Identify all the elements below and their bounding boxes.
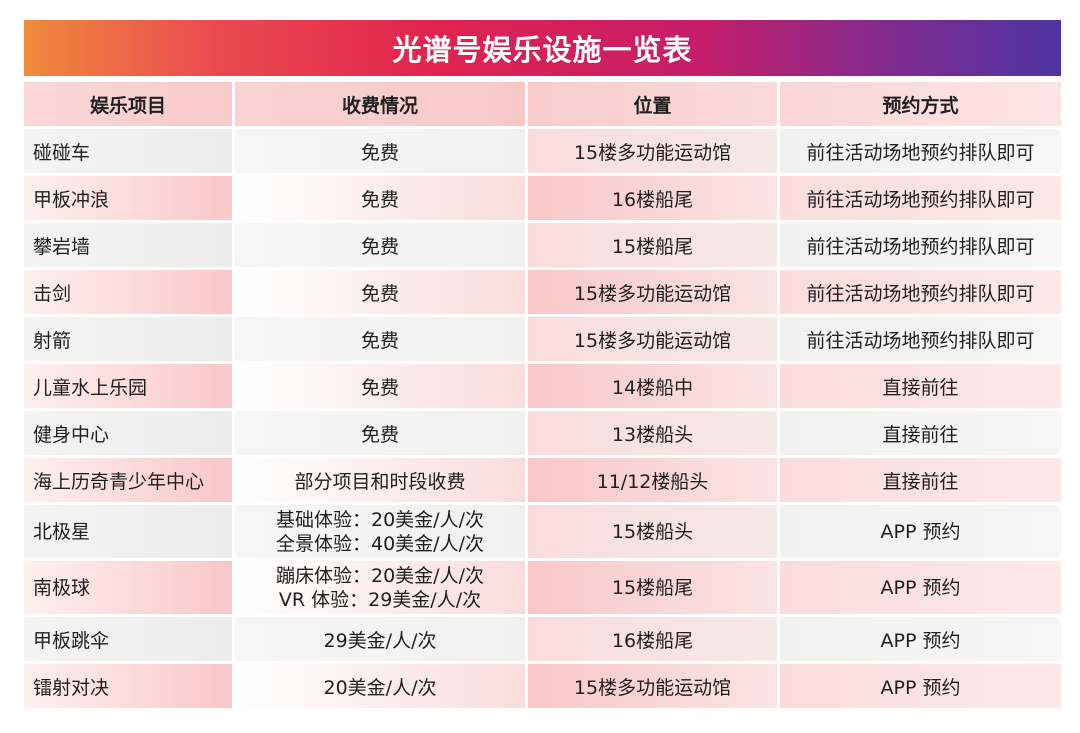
booking-cell: APP 预约	[780, 617, 1061, 661]
table-row: 健身中心 免费 13楼船头 直接前往	[24, 411, 1061, 455]
table-row: 射箭 免费 15楼多功能运动馆 前往活动场地预约排队即可	[24, 317, 1061, 361]
booking-cell: 直接前往	[780, 458, 1061, 502]
table-row: 南极球 蹦床体验：20美金/人/次 VR 体验：29美金/人/次 15楼船尾 APP 预…	[24, 561, 1061, 614]
fee-line: 免费	[360, 188, 399, 211]
facility-name-cell: 南极球	[24, 561, 235, 614]
booking-cell: 前往活动场地预约排队即可	[780, 223, 1061, 267]
booking-cell: 直接前往	[780, 411, 1061, 455]
location-cell: 15楼多功能运动馆	[528, 317, 780, 361]
table-row: 儿童水上乐园 免费 14楼船中 直接前往	[24, 364, 1061, 408]
location-cell: 15楼多功能运动馆	[528, 129, 780, 173]
facility-name-cell: 北极星	[24, 505, 235, 558]
fee-line: VR 体验：29美金/人/次	[278, 588, 482, 611]
fee-cell: 29美金/人/次	[235, 617, 528, 661]
fee-cell: 免费	[235, 270, 528, 314]
location-cell: 15楼船头	[528, 505, 780, 558]
table-row: 海上历奇青少年中心 部分项目和时段收费 11/12楼船头 直接前往	[24, 458, 1061, 502]
fee-cell: 20美金/人/次	[235, 664, 528, 708]
fee-line: 免费	[360, 376, 399, 399]
header-location: 位置	[528, 82, 780, 126]
fee-line: 免费	[360, 141, 399, 164]
booking-cell: APP 预约	[780, 561, 1061, 614]
fee-cell: 免费	[235, 176, 528, 220]
facility-name-cell: 儿童水上乐园	[24, 364, 235, 408]
table-header-row: 娱乐项目 收费情况 位置 预约方式	[24, 82, 1061, 126]
fee-line: 部分项目和时段收费	[294, 470, 466, 493]
location-cell: 15楼多功能运动馆	[528, 664, 780, 708]
fee-line: 29美金/人/次	[323, 629, 437, 652]
facility-name-cell: 镭射对决	[24, 664, 235, 708]
table-row: 击剑 免费 15楼多功能运动馆 前往活动场地预约排队即可	[24, 270, 1061, 314]
header-fee: 收费情况	[235, 82, 528, 126]
fee-line: 免费	[360, 235, 399, 258]
location-cell: 16楼船尾	[528, 617, 780, 661]
fee-line: 免费	[360, 282, 399, 305]
header-booking: 预约方式	[780, 82, 1061, 126]
fee-cell: 免费	[235, 317, 528, 361]
facility-name-cell: 击剑	[24, 270, 235, 314]
location-cell: 13楼船头	[528, 411, 780, 455]
fee-line: 免费	[360, 329, 399, 352]
location-cell: 14楼船中	[528, 364, 780, 408]
location-cell: 11/12楼船头	[528, 458, 780, 502]
fee-cell: 免费	[235, 129, 528, 173]
facility-name-cell: 攀岩墙	[24, 223, 235, 267]
table-row: 北极星 基础体验：20美金/人/次 全景体验：40美金/人/次 15楼船头 APP 预约	[24, 505, 1061, 558]
booking-cell: 直接前往	[780, 364, 1061, 408]
facility-name-cell: 碰碰车	[24, 129, 235, 173]
table-row: 甲板跳伞 29美金/人/次 16楼船尾 APP 预约	[24, 617, 1061, 661]
fee-cell: 部分项目和时段收费	[235, 458, 528, 502]
facilities-table: 娱乐项目 收费情况 位置 预约方式 碰碰车 免费 15楼多功能运动馆 前往活动场地预约…	[24, 79, 1061, 711]
location-cell: 15楼船尾	[528, 561, 780, 614]
fee-line: 全景体验：40美金/人/次	[276, 532, 484, 555]
facility-name-cell: 射箭	[24, 317, 235, 361]
facility-name-cell: 海上历奇青少年中心	[24, 458, 235, 502]
facility-name-cell: 健身中心	[24, 411, 235, 455]
facility-name-cell: 甲板跳伞	[24, 617, 235, 661]
fee-cell: 免费	[235, 364, 528, 408]
table-row: 碰碰车 免费 15楼多功能运动馆 前往活动场地预约排队即可	[24, 129, 1061, 173]
fee-line: 免费	[360, 423, 399, 446]
booking-cell: 前往活动场地预约排队即可	[780, 176, 1061, 220]
fee-cell: 免费	[235, 223, 528, 267]
table-row: 甲板冲浪 免费 16楼船尾 前往活动场地预约排队即可	[24, 176, 1061, 220]
booking-cell: 前往活动场地预约排队即可	[780, 129, 1061, 173]
table-row: 镭射对决 20美金/人/次 15楼多功能运动馆 APP 预约	[24, 664, 1061, 708]
booking-cell: APP 预约	[780, 664, 1061, 708]
fee-line: 基础体验：20美金/人/次	[276, 508, 484, 531]
location-cell: 16楼船尾	[528, 176, 780, 220]
booking-cell: 前往活动场地预约排队即可	[780, 270, 1061, 314]
booking-cell: APP 预约	[780, 505, 1061, 558]
table-row: 攀岩墙 免费 15楼船尾 前往活动场地预约排队即可	[24, 223, 1061, 267]
fee-line: 蹦床体验：20美金/人/次	[276, 564, 484, 587]
fee-cell: 基础体验：20美金/人/次 全景体验：40美金/人/次	[235, 505, 528, 558]
fee-cell: 免费	[235, 411, 528, 455]
page-title: 光谱号娱乐设施一览表	[392, 33, 693, 67]
title-banner: 光谱号娱乐设施一览表	[24, 20, 1061, 76]
location-cell: 15楼多功能运动馆	[528, 270, 780, 314]
fee-cell: 蹦床体验：20美金/人/次 VR 体验：29美金/人/次	[235, 561, 528, 614]
booking-cell: 前往活动场地预约排队即可	[780, 317, 1061, 361]
location-cell: 15楼船尾	[528, 223, 780, 267]
header-facility: 娱乐项目	[24, 82, 235, 126]
fee-line: 20美金/人/次	[323, 676, 437, 699]
facility-name-cell: 甲板冲浪	[24, 176, 235, 220]
